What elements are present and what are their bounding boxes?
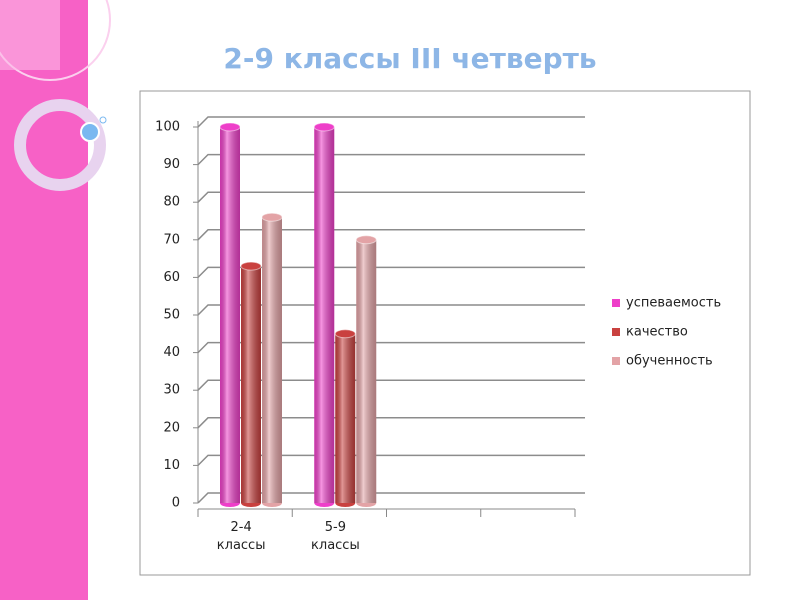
bar-shade	[335, 333, 356, 503]
bar-cap	[313, 122, 335, 132]
y-tick-label: 50	[163, 308, 180, 323]
y-tick-label: 10	[163, 458, 180, 473]
bar-shade	[241, 266, 261, 503]
y-tick-label: 70	[163, 232, 180, 247]
bar-cap	[334, 329, 356, 339]
legend-label: успеваемость	[626, 296, 721, 311]
decor-circle	[0, 0, 111, 81]
y-tick-label: 0	[172, 496, 180, 511]
grid-line	[197, 191, 585, 203]
decor-dot	[99, 116, 107, 124]
decor-ring	[14, 99, 106, 191]
x-tick-label: 2-4 классы	[216, 520, 266, 553]
legend-swatch	[612, 357, 620, 365]
grid-line	[197, 229, 585, 241]
grid-line	[197, 266, 585, 278]
bar-cap	[261, 212, 283, 222]
decor-rect	[0, 0, 60, 70]
bar-cap	[355, 235, 377, 245]
decor-dot	[80, 122, 100, 142]
legend-label: качество	[626, 325, 688, 340]
legend-label: обученность	[626, 354, 713, 369]
grid-line	[197, 454, 585, 466]
side-strip	[0, 0, 88, 600]
y-tick-label: 40	[163, 345, 180, 360]
bar-cap	[219, 122, 241, 132]
bar-shade	[262, 217, 282, 504]
y-tick-label: 60	[163, 270, 180, 285]
bar-shade	[220, 127, 240, 503]
bar-shade	[314, 127, 335, 503]
grid-line	[197, 153, 585, 166]
y-tick-label: 80	[163, 195, 180, 210]
bar-shade	[356, 239, 377, 504]
legend-swatch	[612, 328, 620, 336]
chart-title: 2-9 классы III четверть	[223, 42, 596, 75]
grid-line	[197, 304, 585, 316]
y-tick-label: 20	[163, 420, 180, 435]
bar-cap	[240, 261, 262, 271]
grid-line	[197, 379, 585, 391]
y-tick-label: 30	[163, 383, 180, 398]
grid-line	[197, 417, 585, 429]
grid-line	[197, 116, 585, 128]
x-tick-label: 5-9 классы	[311, 520, 360, 553]
grid-line	[197, 492, 585, 504]
y-tick-label: 100	[155, 120, 180, 135]
grid-line	[197, 341, 585, 354]
y-tick-label: 90	[163, 157, 180, 172]
legend-swatch	[612, 299, 620, 307]
